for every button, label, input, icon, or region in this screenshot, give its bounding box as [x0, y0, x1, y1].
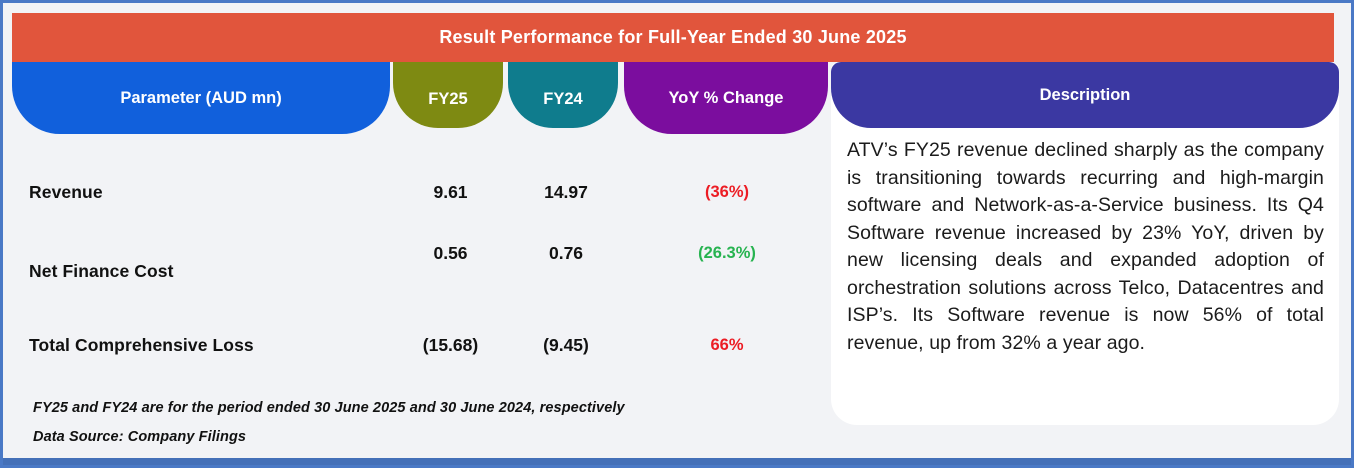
- row-fy25-value: 0.56: [433, 242, 468, 263]
- column-header-description: Description: [831, 62, 1339, 128]
- row-parameter: Total Comprehensive Loss: [29, 334, 254, 355]
- table-body: Revenue 9.61 14.97 (36%) Net Finance Cos…: [12, 160, 830, 377]
- footnote-period: FY25 and FY24 are for the period ended 3…: [33, 400, 625, 416]
- description-text: ATV’s FY25 revenue declined sharply as t…: [847, 139, 1324, 354]
- footnote-data-source: Data Source: Company Filings: [33, 429, 247, 445]
- table-row-net-finance-cost: Net Finance Cost 0.56 0.76 (26.3%): [12, 230, 830, 294]
- row-fy24-value: 0.76: [548, 242, 584, 263]
- column-header-yoy-change: YoY % Change: [624, 62, 828, 134]
- row-parameter: Net Finance Cost: [29, 260, 174, 281]
- description-panel: Description ATV’s FY25 revenue declined …: [831, 62, 1339, 425]
- row-yoy-value: (26.3%): [698, 243, 756, 262]
- column-header-row: Parameter (AUD mn) FY25 FY24 YoY % Chang…: [12, 62, 828, 134]
- footnotes: FY25 and FY24 are for the period ended 3…: [33, 400, 625, 458]
- title-bar: Result Performance for Full-Year Ended 3…: [12, 13, 1334, 62]
- column-header-fy25: FY25: [393, 62, 503, 128]
- row-yoy-value: (36%): [704, 182, 749, 201]
- row-yoy-value: 66%: [710, 335, 744, 354]
- column-header-fy24: FY24: [508, 62, 618, 128]
- figure-title: Result Performance for Full-Year Ended 3…: [439, 27, 907, 47]
- row-fy25-value: 9.61: [433, 181, 468, 202]
- row-parameter: Revenue: [29, 181, 103, 202]
- bottom-accent-bar: [3, 458, 1351, 465]
- column-header-parameter: Parameter (AUD mn): [12, 62, 390, 134]
- row-fy24-value: (9.45): [543, 334, 589, 355]
- row-fy25-value: (15.68): [422, 334, 479, 355]
- table-row-revenue: Revenue 9.61 14.97 (36%): [12, 160, 830, 224]
- row-fy24-value: 14.97: [544, 181, 588, 202]
- table-row-total-comprehensive-loss: Total Comprehensive Loss (15.68) (9.45) …: [12, 313, 830, 377]
